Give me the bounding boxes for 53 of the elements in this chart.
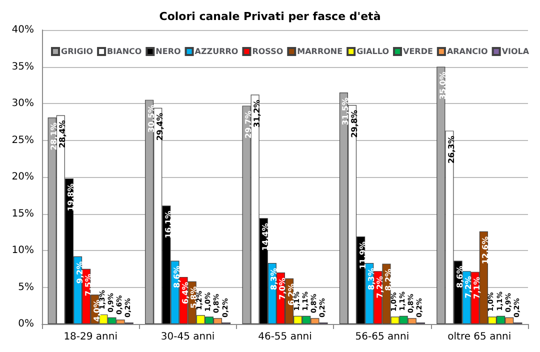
data-label: 29,7%	[244, 110, 254, 138]
x-tick-label: 18-29 anni	[64, 332, 118, 342]
data-label: 26,3%	[446, 136, 456, 164]
data-label: 6,4%	[181, 282, 190, 304]
data-label: 29,4%	[155, 112, 164, 141]
legend-label: VIOLA	[502, 47, 530, 56]
data-label: 19,8%	[66, 183, 76, 212]
data-label: 11,9%	[358, 242, 368, 270]
data-label: 8,3%	[366, 268, 376, 290]
legend-label: MARRONE	[297, 47, 343, 56]
y-tick-label: 40%	[12, 24, 34, 36]
data-label: 31,5%	[341, 97, 350, 126]
legend-label: NERO	[156, 47, 181, 56]
data-label: 8,6%	[456, 266, 465, 288]
legend-label: ROSSO	[252, 47, 284, 56]
chart-title: Colori canale Privati per fasce d'età	[159, 10, 381, 23]
legend-label: VERDE	[403, 47, 433, 56]
data-label: 7,5%	[84, 274, 93, 296]
legend-label: GRIGIO	[61, 47, 94, 56]
y-tick-label: 10%	[12, 245, 34, 256]
y-tick-label: 15%	[12, 208, 34, 220]
data-label: 30,5%	[146, 104, 156, 133]
data-label: 28,4%	[58, 120, 68, 148]
x-tick-label: 46-55 anni	[258, 332, 312, 342]
data-label: 16,1%	[164, 210, 173, 238]
data-label: 28,1%	[50, 122, 59, 150]
data-label: 9,2%	[75, 261, 84, 284]
data-label: 35,0%	[438, 72, 448, 100]
x-tick-label: oltre 65 anni	[448, 332, 512, 342]
data-label: 7,1%	[472, 276, 482, 300]
data-label: 7,0%	[278, 278, 288, 300]
data-label: 12,6%	[481, 236, 490, 264]
data-label: 8,6%	[172, 266, 182, 288]
data-label: 29,8%	[350, 110, 359, 138]
y-tick-label: 0%	[18, 318, 34, 330]
y-tick-label: 20%	[12, 172, 34, 182]
legend-label: ARANCIO	[446, 47, 488, 56]
data-label: 31,2%	[252, 100, 262, 128]
data-label: 14,4%	[261, 223, 270, 251]
x-tick-label: 56-65 anni	[355, 332, 410, 342]
data-label: 7,2%	[464, 276, 474, 298]
legend-label: BIANCO	[107, 47, 142, 56]
y-tick-label: 5%	[18, 282, 34, 293]
x-tick-label: 30-45 anni	[160, 332, 215, 342]
data-label: 7,2%	[375, 276, 384, 298]
legend-label: AZZURRO	[194, 47, 238, 56]
data-label: 8,2%	[384, 268, 393, 291]
y-tick-label: 30%	[12, 98, 34, 109]
y-tick-label: 35%	[12, 61, 34, 72]
legend-label: GIALLO	[356, 47, 390, 56]
y-tick-label: 25%	[12, 134, 34, 146]
data-label: 4,0%	[92, 300, 102, 322]
data-label: 8,3%	[270, 268, 279, 290]
